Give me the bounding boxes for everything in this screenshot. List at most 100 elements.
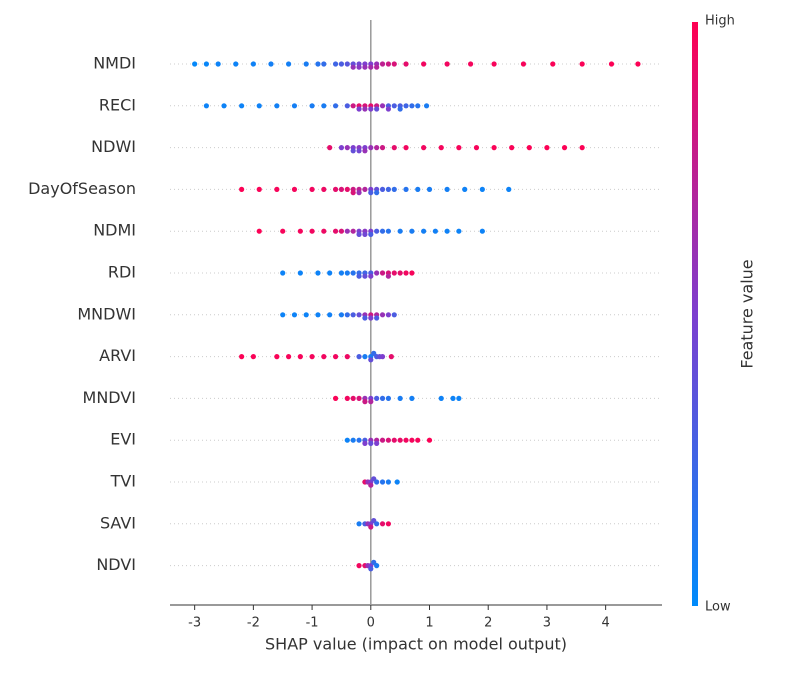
dot xyxy=(280,270,286,276)
dot xyxy=(350,103,356,109)
dot xyxy=(309,354,315,360)
dot xyxy=(221,103,227,109)
dot xyxy=(403,61,409,67)
dot xyxy=(403,186,409,192)
dot xyxy=(350,148,356,154)
dot xyxy=(356,64,362,70)
dot xyxy=(344,61,350,67)
dot xyxy=(368,231,374,237)
dot xyxy=(344,395,350,401)
dot xyxy=(338,312,345,318)
dot xyxy=(350,228,356,234)
dot xyxy=(362,186,368,192)
dot xyxy=(456,395,462,401)
dot xyxy=(409,395,415,401)
dot xyxy=(379,145,386,151)
dot xyxy=(374,440,380,446)
dot xyxy=(362,106,368,112)
dot xyxy=(450,395,456,401)
dot xyxy=(579,145,585,151)
dot xyxy=(356,231,362,237)
dot xyxy=(356,273,362,279)
dot xyxy=(256,186,262,192)
x-tick-label: 0 xyxy=(367,616,375,631)
dot xyxy=(356,395,362,401)
dot xyxy=(332,103,339,109)
dot xyxy=(374,64,380,70)
dot xyxy=(421,228,427,234)
dot xyxy=(250,354,256,360)
dot xyxy=(297,354,303,360)
dot xyxy=(321,186,327,192)
dot xyxy=(338,228,345,234)
y-tick-label: EVI xyxy=(110,430,136,449)
dot xyxy=(338,270,345,276)
dot xyxy=(344,103,350,109)
dot xyxy=(379,103,386,109)
dot xyxy=(362,273,368,279)
dot xyxy=(385,395,392,401)
dot xyxy=(368,64,374,70)
dot xyxy=(356,190,362,196)
dot xyxy=(403,145,409,151)
y-tick-label: NMDI xyxy=(93,54,136,73)
dot xyxy=(332,354,339,360)
dot xyxy=(215,61,221,67)
dot xyxy=(509,145,515,151)
dot xyxy=(379,437,386,443)
dot xyxy=(256,103,262,109)
dot xyxy=(491,61,497,67)
dot xyxy=(426,186,433,192)
dot xyxy=(368,106,374,112)
dot xyxy=(409,228,415,234)
dot xyxy=(391,186,397,192)
x-tick-label: -3 xyxy=(188,616,201,631)
dot xyxy=(444,186,450,192)
dot xyxy=(274,186,280,192)
dot xyxy=(608,61,615,67)
dot xyxy=(385,61,392,67)
dot xyxy=(421,61,427,67)
dot xyxy=(374,106,380,112)
dot xyxy=(332,228,339,234)
dot xyxy=(192,61,198,67)
dot xyxy=(415,186,421,192)
colorbar-low: Low xyxy=(705,600,731,615)
dot xyxy=(409,270,415,276)
dot xyxy=(391,61,397,67)
dot xyxy=(315,61,321,67)
dot xyxy=(415,103,421,109)
dot xyxy=(432,228,438,234)
dot xyxy=(421,145,427,151)
x-tick-label: -2 xyxy=(247,616,260,631)
dot xyxy=(362,354,368,360)
dot xyxy=(374,521,380,527)
dot xyxy=(268,61,274,67)
dot xyxy=(409,103,415,109)
dot xyxy=(203,103,210,109)
dot xyxy=(379,479,386,485)
dot xyxy=(356,563,362,569)
dot xyxy=(385,437,392,443)
y-tick-label: DayOfSeason xyxy=(28,179,136,198)
dot xyxy=(250,61,256,67)
dot xyxy=(374,190,380,196)
dot xyxy=(327,145,333,151)
dot xyxy=(397,437,403,443)
dot xyxy=(327,312,333,318)
dot xyxy=(350,190,356,196)
dot xyxy=(285,61,292,67)
y-tick-label: NDMI xyxy=(93,221,136,240)
dot xyxy=(285,354,292,360)
dot xyxy=(327,270,333,276)
y-tick-label: RECI xyxy=(99,95,136,114)
dot xyxy=(444,228,450,234)
dot xyxy=(297,270,303,276)
y-tick-label: TVI xyxy=(110,472,136,491)
dot xyxy=(479,228,485,234)
y-tick-label: NDVI xyxy=(96,555,136,574)
dot xyxy=(423,103,430,109)
dot xyxy=(391,270,397,276)
x-axis-label: SHAP value (impact on model output) xyxy=(265,635,567,654)
dot xyxy=(374,563,380,569)
